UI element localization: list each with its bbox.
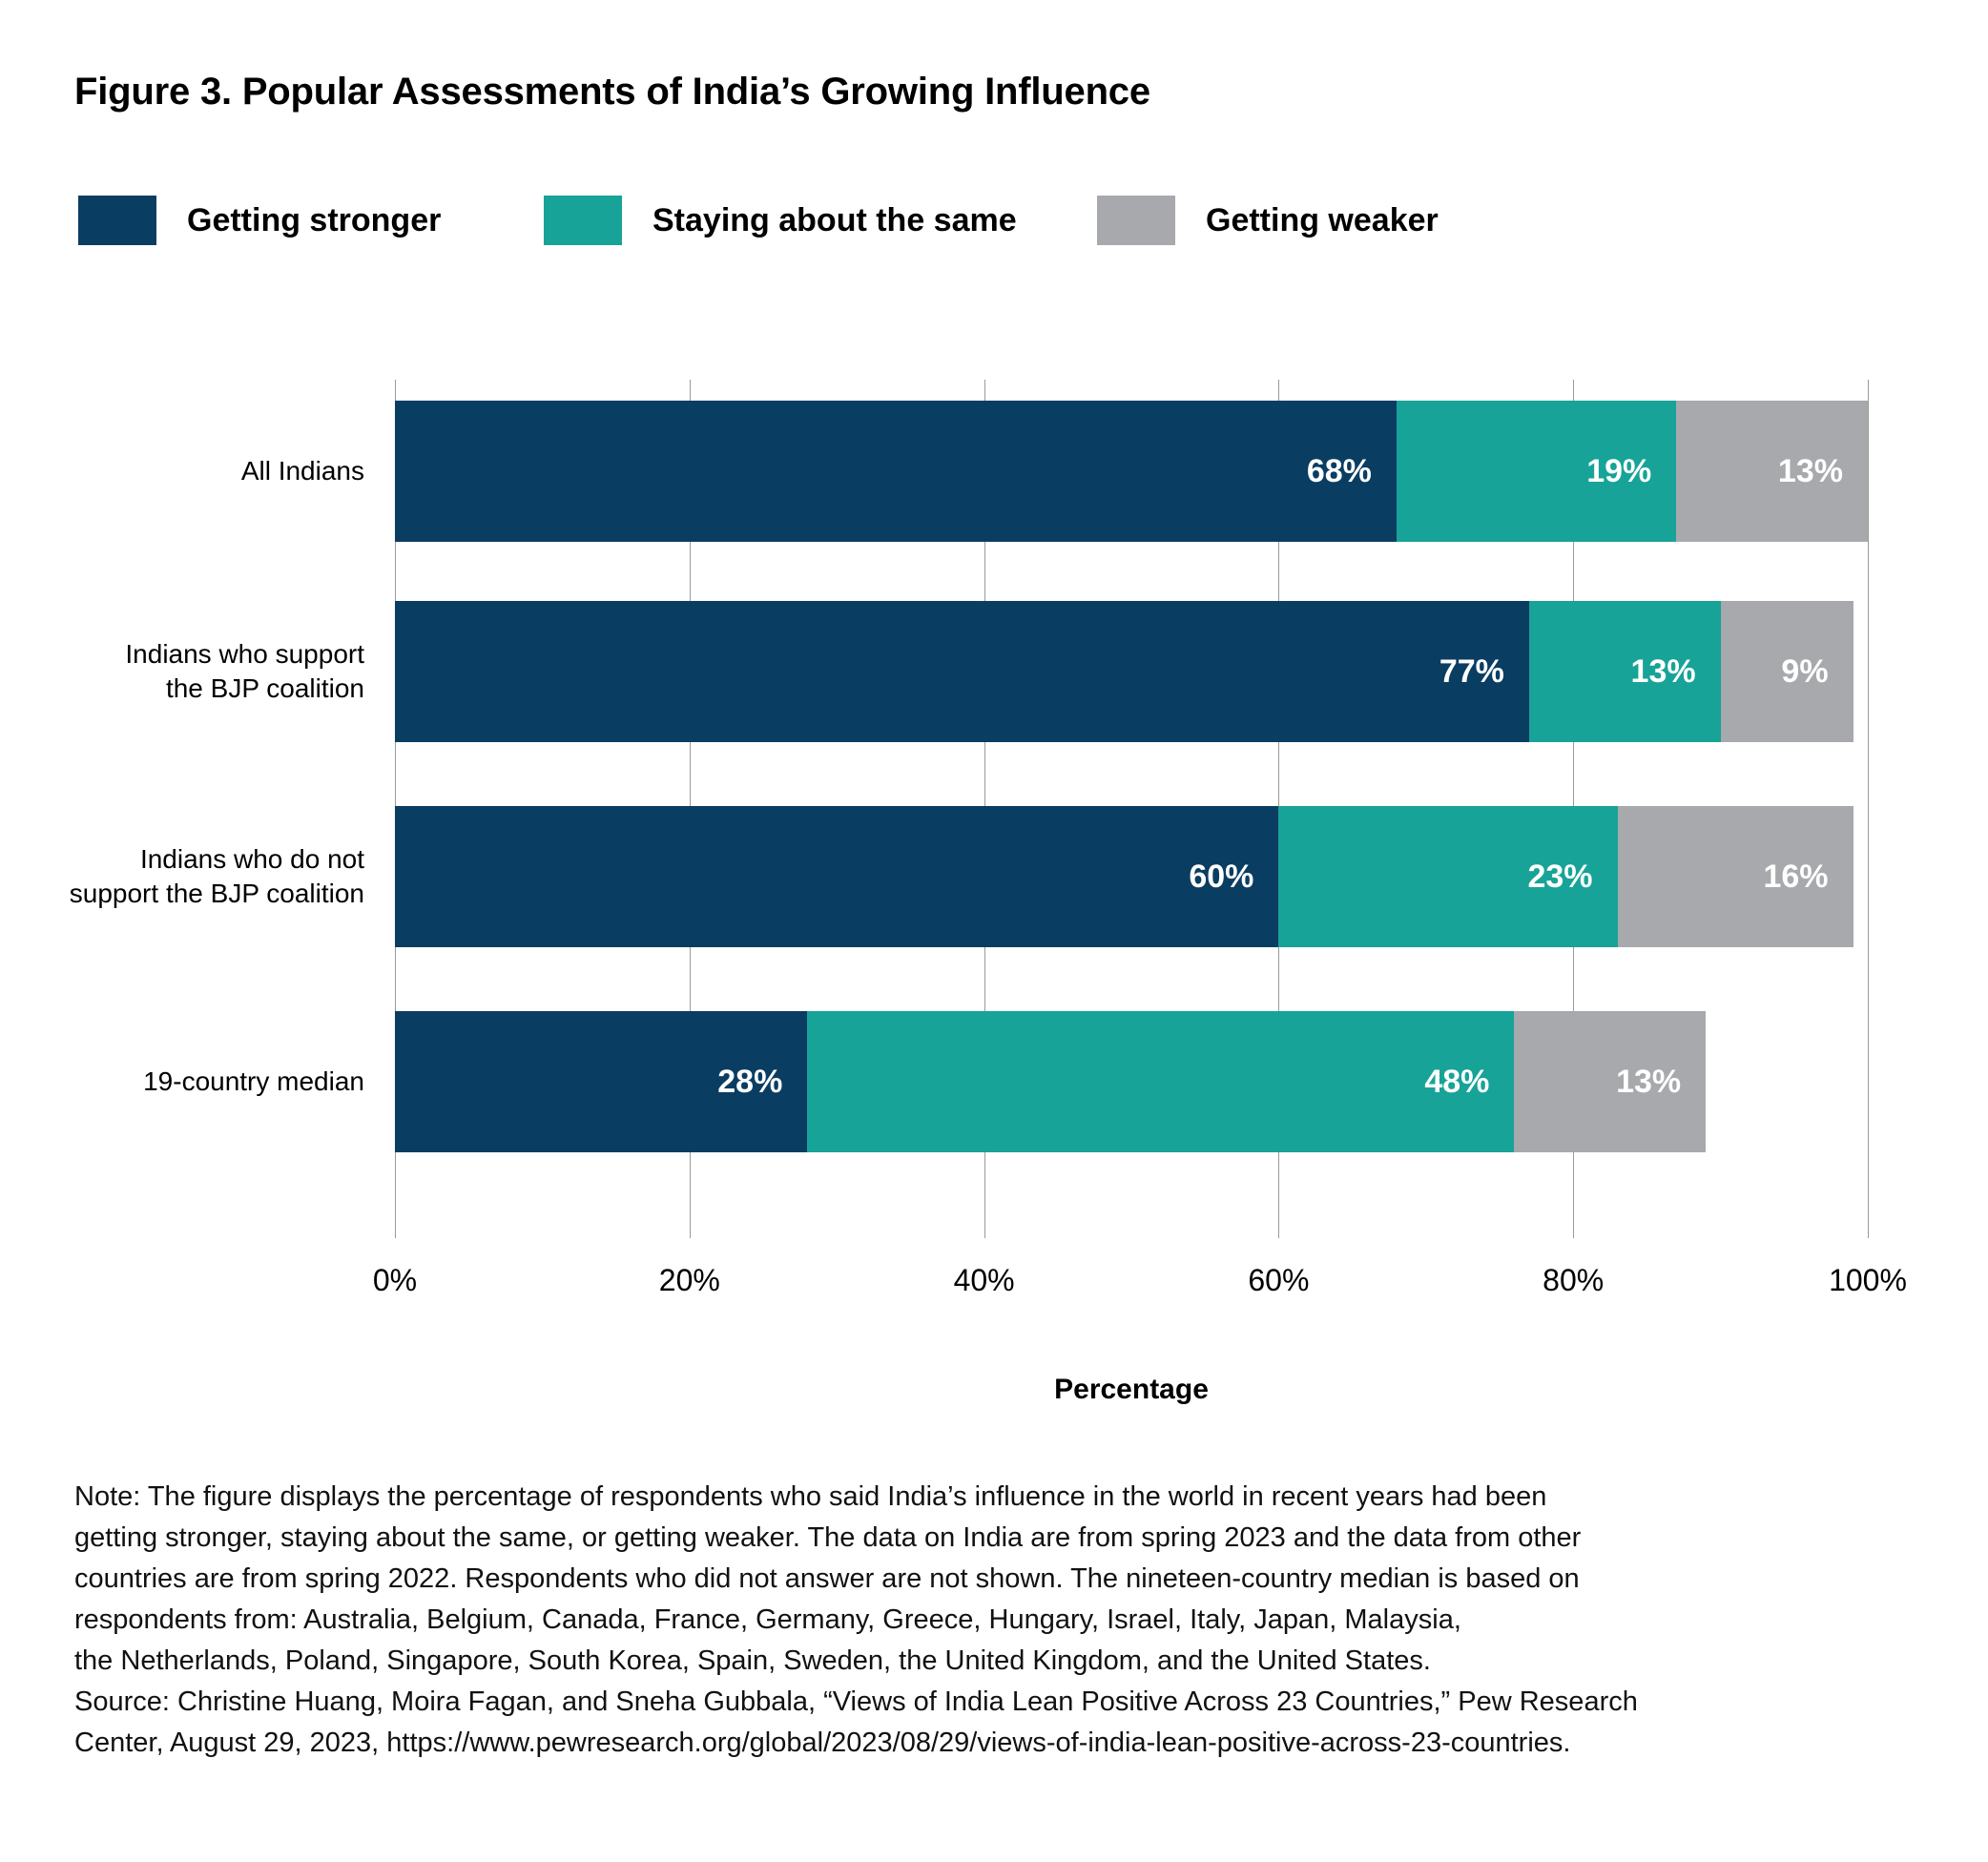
bar-segment[interactable]: 28%: [395, 1011, 808, 1152]
legend-label-getting-stronger: Getting stronger: [187, 201, 442, 238]
bar-segment-value: 60%: [1189, 858, 1254, 895]
legend-item-getting-weaker[interactable]: Getting weaker: [1097, 196, 1479, 245]
stacked-bars: 68% 19% 13% 77% 13% 9% 60% 23% 16% 28% 48% 13%: [395, 380, 1869, 1238]
bar-segment-value: 13%: [1630, 652, 1696, 690]
x-axis-tick-40: 40%: [953, 1263, 1015, 1297]
bar-segment[interactable]: 13%: [1514, 1011, 1707, 1152]
bar-segment-value: 13%: [1777, 452, 1843, 489]
bar-segment[interactable]: 23%: [1278, 806, 1618, 947]
note-line: respondents from: Australia, Belgium, Ca…: [74, 1604, 1461, 1635]
category-label-line: All Indians: [240, 456, 364, 486]
x-axis-tick-100: 100%: [1829, 1263, 1907, 1297]
bar-row[interactable]: 68% 19% 13%: [395, 401, 1868, 542]
category-label: All Indians: [0, 454, 364, 488]
category-axis-labels: All Indians Indians who support the BJP co…: [0, 380, 382, 1238]
bar-segment-value: 28%: [717, 1063, 783, 1100]
x-axis-tick-labels: 0% 20% 40% 60% 80% 100%: [373, 1263, 1907, 1320]
bar-segment-value: 77%: [1439, 652, 1504, 690]
bar-segment-value: 13%: [1616, 1063, 1682, 1100]
bar-segment-value: 9%: [1781, 652, 1829, 690]
bar-segment[interactable]: 77%: [395, 601, 1529, 742]
x-axis-tick-20: 20%: [658, 1263, 720, 1297]
category-label-line: support the BJP coalition: [69, 879, 364, 908]
bar-segment-value: 23%: [1527, 858, 1593, 895]
chart-legend: Getting stronger Staying about the same …: [78, 196, 1479, 245]
bar-segment[interactable]: 19%: [1396, 401, 1677, 542]
bar-segment[interactable]: 13%: [1528, 601, 1721, 742]
bar-row[interactable]: 28% 48% 13%: [395, 1011, 1868, 1152]
chart-plot-area: All Indians Indians who support the BJP co…: [0, 380, 1988, 1238]
bar-segment[interactable]: 60%: [395, 806, 1279, 947]
bar-segment[interactable]: 68%: [395, 401, 1397, 542]
legend-swatch-getting-weaker-icon: [1097, 196, 1175, 245]
bar-segment-value: 68%: [1306, 452, 1372, 489]
figure-footnotes: Note: The figure displays the percentage…: [74, 1477, 1935, 1764]
bar-segment-value: 19%: [1586, 452, 1652, 489]
note-block: Note: The figure displays the percentage…: [74, 1477, 1935, 1682]
note-line: getting stronger, staying about the same…: [74, 1522, 1582, 1553]
bar-row[interactable]: 77% 13% 9%: [395, 601, 1868, 742]
x-axis-title: Percentage: [1054, 1374, 1209, 1405]
x-axis-tick-60: 60%: [1248, 1263, 1310, 1297]
legend-item-staying-about-the-same[interactable]: Staying about the same: [544, 196, 1097, 245]
figure-title: Figure 3. Popular Assessments of India’s…: [74, 71, 1150, 113]
legend-item-getting-stronger[interactable]: Getting stronger: [78, 196, 544, 245]
bar-segment[interactable]: 13%: [1676, 401, 1868, 542]
note-line: Note: The figure displays the percentage…: [74, 1481, 1547, 1512]
bar-segment[interactable]: 9%: [1720, 601, 1853, 742]
category-label-line: Indians who do not: [139, 844, 364, 874]
legend-swatch-getting-stronger-icon: [78, 196, 156, 245]
note-line: countries are from spring 2022. Responde…: [74, 1563, 1580, 1594]
legend-swatch-staying-about-the-same-icon: [544, 196, 622, 245]
legend-label-getting-weaker: Getting weaker: [1206, 201, 1439, 238]
category-label: Indians who do not support the BJP coalit…: [0, 842, 364, 911]
source-block: Source: Christine Huang, Moira Fagan, an…: [74, 1682, 1935, 1764]
bar-segment-value: 48%: [1424, 1063, 1490, 1100]
x-axis-tick-0: 0%: [372, 1263, 418, 1297]
source-line: Center, August 29, 2023, https://www.pew…: [74, 1728, 1571, 1758]
category-label: 19-country median: [0, 1065, 364, 1099]
bar-row[interactable]: 60% 23% 16%: [395, 806, 1868, 947]
legend-label-staying-about-the-same: Staying about the same: [652, 201, 1017, 238]
category-label-line: 19-country median: [143, 1066, 364, 1096]
category-label: Indians who support the BJP coalition: [0, 637, 364, 706]
x-axis-tick-80: 80%: [1543, 1263, 1605, 1297]
bar-segment-value: 16%: [1763, 858, 1829, 895]
bar-segment[interactable]: 16%: [1617, 806, 1853, 947]
source-line: Source: Christine Huang, Moira Fagan, an…: [74, 1686, 1638, 1717]
category-label-line: Indians who support: [125, 639, 364, 669]
category-label-line: the BJP coalition: [165, 673, 364, 703]
note-line: the Netherlands, Poland, Singapore, Sout…: [74, 1645, 1431, 1676]
bar-segment[interactable]: 48%: [807, 1011, 1515, 1152]
gridline-100: [1868, 380, 1869, 1238]
